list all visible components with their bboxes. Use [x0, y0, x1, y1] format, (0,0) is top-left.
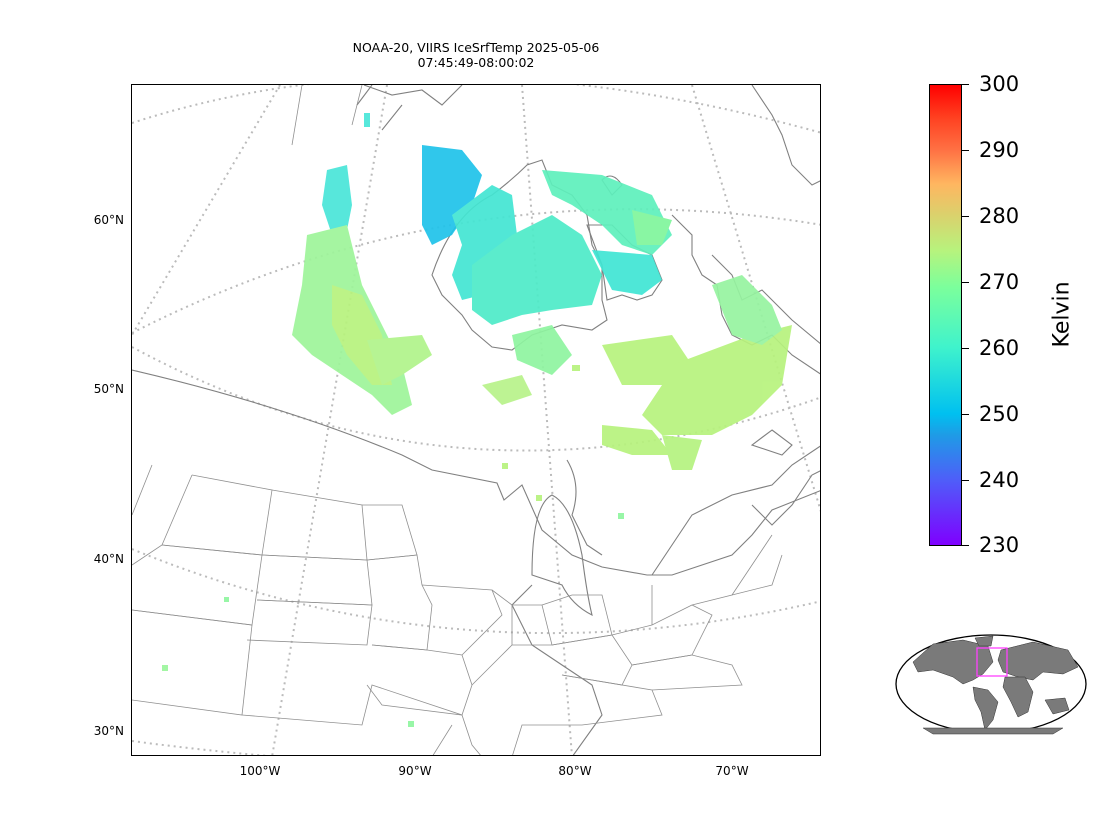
lat-label-30n: 30°N — [93, 724, 124, 738]
colorbar-label-270: 270 — [979, 270, 1020, 294]
colorbar-tick — [962, 150, 969, 152]
state-borders — [132, 85, 783, 755]
lon-label-80w: 80°W — [558, 764, 592, 778]
colorbar-tick — [962, 545, 969, 547]
map-title-line1: NOAA-20, VIIRS IceSrfTemp 2025-05-06 — [352, 40, 600, 55]
lat-label-60n: 60°N — [93, 213, 124, 227]
map-panel — [131, 84, 821, 756]
colorbar — [929, 84, 962, 546]
colorbar-tick — [962, 480, 969, 482]
inset-extent-box — [976, 647, 1008, 677]
colorbar-tick — [962, 348, 969, 350]
lon-label-100w: 100°W — [239, 764, 281, 778]
map-title-line2: 07:45:49-08:00:02 — [417, 55, 535, 70]
colorbar-tick — [962, 282, 969, 284]
lon-label-90w: 90°W — [398, 764, 432, 778]
temperature-data — [162, 113, 792, 727]
colorbar-tick — [962, 216, 969, 218]
colorbar-label-280: 280 — [979, 204, 1020, 228]
lat-label-40n: 40°N — [93, 552, 124, 566]
colorbar-tick — [962, 414, 969, 416]
map-svg — [132, 85, 820, 755]
colorbar-tick — [962, 84, 969, 86]
colorbar-label-290: 290 — [979, 138, 1020, 162]
inset-world-map — [895, 634, 1087, 735]
lon-label-70w: 70°W — [715, 764, 749, 778]
colorbar-label-250: 250 — [979, 402, 1020, 426]
lat-label-50n: 50°N — [93, 382, 124, 396]
colorbar-label-230: 230 — [979, 533, 1020, 557]
colorbar-label-260: 260 — [979, 336, 1020, 360]
colorbar-label-300: 300 — [979, 72, 1020, 96]
colorbar-label-240: 240 — [979, 468, 1020, 492]
inset-land — [912, 635, 1079, 735]
map-title: NOAA-20, VIIRS IceSrfTemp 2025-05-06 07:… — [270, 40, 682, 70]
colorbar-unit-label: Kelvin — [1049, 281, 1075, 348]
